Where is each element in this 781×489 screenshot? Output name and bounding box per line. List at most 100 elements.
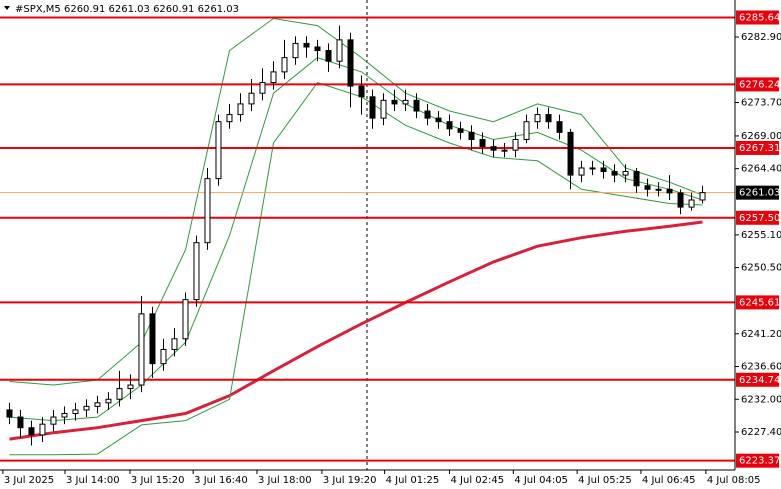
candle-body xyxy=(215,121,222,180)
candle-body xyxy=(226,114,233,123)
candle-body xyxy=(600,167,607,173)
x-tick-label: 4 Jul 02:45 xyxy=(451,475,505,486)
y-tick-label: 6255.10 xyxy=(741,230,781,241)
level-label-box xyxy=(736,453,779,468)
level-label: 6257.50 xyxy=(739,213,780,224)
candle-body xyxy=(6,409,13,418)
candle-body xyxy=(127,384,134,390)
candle-body xyxy=(303,42,310,48)
candle-body xyxy=(402,99,409,105)
x-tick-label: 3 Jul 14:00 xyxy=(66,475,120,486)
candle-body xyxy=(501,149,508,152)
ohlc-high: 6261.03 xyxy=(109,4,150,15)
candle-body xyxy=(468,131,475,140)
candle-body xyxy=(699,192,706,201)
y-tick-label: 6282.90 xyxy=(741,32,781,43)
candle-body xyxy=(611,171,618,176)
candle-body xyxy=(116,388,123,400)
level-label: 6234.74 xyxy=(739,375,780,386)
axes: 6282.90 6273.70 6269.00 6264.40 6255.10 6250.… xyxy=(2,10,781,486)
header: #SPX,M5 6260.91 6261.03 6260.91 6261.03 xyxy=(15,4,239,15)
level-label: 6285.64 xyxy=(739,13,780,24)
y-tick-label: 6232.00 xyxy=(741,394,781,405)
level-label: 6276.24 xyxy=(739,79,780,90)
current-price-box xyxy=(736,185,779,200)
candle-body xyxy=(237,103,244,116)
candle-body xyxy=(259,82,266,94)
candle-body xyxy=(391,99,398,105)
y-tick-label: 6264.40 xyxy=(741,164,781,175)
y-tick-label: 6269.00 xyxy=(741,131,781,142)
candle-body xyxy=(94,402,101,407)
candle-body xyxy=(193,242,200,301)
candle-body xyxy=(105,398,112,404)
bollinger-band xyxy=(9,57,703,422)
candle-body xyxy=(83,405,90,411)
candle-body xyxy=(182,299,189,340)
candle-body xyxy=(589,167,596,170)
candle-body xyxy=(435,117,442,123)
candle-body xyxy=(17,416,24,429)
menu-arrow[interactable] xyxy=(4,6,10,10)
y-tick-label: 6236.60 xyxy=(741,362,781,373)
x-tick-label: 4 Jul 06:45 xyxy=(642,475,696,486)
y-tick-label: 6250.50 xyxy=(741,263,781,274)
candle-body xyxy=(677,192,684,208)
candle-body xyxy=(633,171,640,187)
level-label-box xyxy=(736,372,779,387)
candle-body xyxy=(424,110,431,119)
candle-body xyxy=(369,96,376,119)
candle-body xyxy=(149,313,156,365)
bollinger-band xyxy=(9,17,703,386)
candle-body xyxy=(644,185,651,190)
candle-body xyxy=(160,348,167,365)
candle-body xyxy=(545,114,552,123)
ohlc-open: 6260.91 xyxy=(64,4,105,15)
candle-body xyxy=(72,409,79,414)
level-label: 6245.61 xyxy=(739,297,780,308)
x-tick-label: 4 Jul 05:25 xyxy=(578,475,632,486)
candle-body xyxy=(28,427,35,436)
candle-body xyxy=(336,39,343,62)
candle-body xyxy=(314,46,321,52)
candle-body xyxy=(534,114,541,123)
candle-body xyxy=(556,121,563,133)
candle-body xyxy=(61,412,68,418)
candle-body xyxy=(171,338,178,350)
x-tick-label: 3 Jul 18:00 xyxy=(258,475,312,486)
candle-body xyxy=(512,138,519,151)
y-tick-label: 6241.20 xyxy=(741,329,781,340)
level-label-box xyxy=(736,210,779,225)
candle-body xyxy=(248,92,255,105)
candle-body xyxy=(204,178,211,244)
x-tick-label: 3 Jul 15:20 xyxy=(131,475,185,486)
candle-body xyxy=(479,138,486,148)
candle-body xyxy=(666,188,673,194)
candle-body xyxy=(578,167,585,176)
level-label-box xyxy=(736,295,779,310)
candle-body xyxy=(446,121,453,130)
ohlc-low: 6260.91 xyxy=(153,4,194,15)
candle-body xyxy=(138,313,145,386)
plot-area xyxy=(0,16,735,462)
candle-body xyxy=(281,57,288,73)
candle-body xyxy=(270,71,277,84)
ohlc-close: 6261.03 xyxy=(198,4,239,15)
x-tick-label: 4 Jul 01:25 xyxy=(386,475,440,486)
candle-body xyxy=(325,50,332,62)
candle-body xyxy=(380,99,387,119)
candle-body xyxy=(655,188,662,191)
level-label: 6223.37 xyxy=(739,456,780,467)
candle-body xyxy=(622,171,629,176)
level-label-box xyxy=(736,77,779,92)
level-label-box xyxy=(736,10,779,25)
current-price-label: 6261.03 xyxy=(739,188,780,199)
x-tick-label: 4 Jul 08:05 xyxy=(707,475,761,486)
x-tick-label: 3 Jul 19:20 xyxy=(323,475,377,486)
candle-body xyxy=(292,42,299,59)
y-tick-label: 6227.40 xyxy=(741,427,781,438)
candle-body xyxy=(358,85,365,98)
level-label: 6267.31 xyxy=(739,143,780,154)
